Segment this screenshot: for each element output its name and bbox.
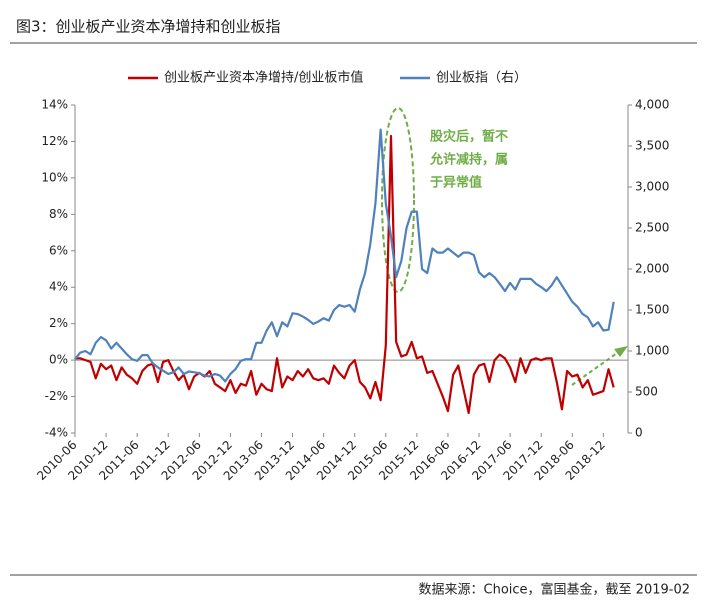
y-tick-label: 4%: [49, 280, 68, 294]
y-tick-label: 8%: [49, 207, 68, 221]
annotation: 允许减持，属: [429, 152, 508, 168]
annotation: 于异常值: [430, 175, 482, 191]
chart-title: 图3：创业板产业资本净增持和创业板指: [16, 18, 281, 36]
y-tick-label: 10%: [41, 170, 68, 184]
y2-tick-label: 1,000: [635, 344, 669, 358]
y-tick-label: 2%: [49, 316, 68, 330]
y2-tick-label: 1,500: [635, 303, 669, 317]
legend-label: 创业板指（右）: [436, 71, 527, 86]
y2-tick-label: 2,500: [635, 221, 669, 235]
y2-tick-label: 0: [635, 426, 643, 440]
highlight-ellipse: [381, 107, 415, 293]
y-tick-label: 12%: [41, 134, 68, 148]
series-line: [75, 134, 615, 415]
y-tick-label: 6%: [49, 243, 68, 257]
arrow-head: [614, 346, 628, 357]
y2-tick-label: 3,500: [635, 139, 669, 153]
y-tick-label: 14%: [41, 98, 68, 112]
source: 数据来源：Choice，富国基金，截至 2019-02: [419, 582, 690, 598]
y2-tick-label: 3,000: [635, 180, 669, 194]
y-tick-label: -2%: [45, 389, 68, 403]
series-line: [74, 128, 615, 383]
y2-tick-label: 2,000: [635, 262, 669, 276]
y2-tick-label: 500: [635, 385, 658, 399]
y-tick-label: 0%: [49, 353, 68, 367]
y2-tick-label: 4,000: [635, 98, 669, 112]
annotation: 股灾后，暂不: [430, 129, 508, 145]
y-tick-label: -4%: [45, 426, 68, 440]
legend-label: 创业板产业资本净增持/创业板市值: [164, 70, 363, 86]
